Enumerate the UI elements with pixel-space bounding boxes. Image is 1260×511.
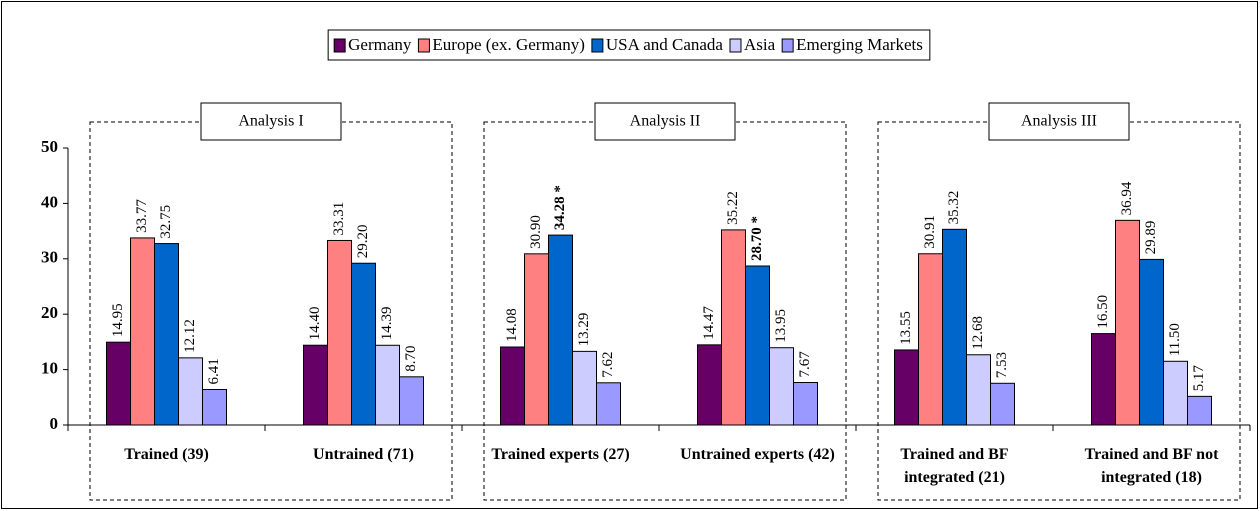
y-tick-label: 10 <box>41 359 58 378</box>
value-label: 28.70 * <box>749 216 765 261</box>
value-label: 14.95 <box>110 303 126 337</box>
value-label: 34.28 * <box>552 185 568 230</box>
legend-label: Germany <box>348 35 412 54</box>
legend-label: Emerging Markets <box>796 35 923 54</box>
bar <box>154 243 179 426</box>
value-label: 30.91 <box>922 215 938 249</box>
bar <box>596 382 621 426</box>
value-label: 36.94 <box>1119 181 1135 215</box>
value-label: 13.29 <box>576 313 592 347</box>
analysis-label: Analysis III <box>1021 113 1097 130</box>
y-tick-label: 50 <box>41 137 58 156</box>
bar <box>106 341 131 426</box>
bar <box>1115 219 1140 426</box>
value-label: 13.55 <box>898 311 914 345</box>
value-label: 29.89 <box>1143 221 1159 255</box>
x-tick-label: Trained and BF not integrated (18) <box>1084 446 1219 486</box>
value-label: 29.20 <box>355 224 371 258</box>
value-label: 33.77 <box>134 199 150 233</box>
value-label: 35.22 <box>725 191 741 225</box>
analysis-label: Analysis II <box>630 113 701 130</box>
bar <box>327 239 352 426</box>
value-label: 14.40 <box>307 306 323 340</box>
value-label: 30.90 <box>528 215 544 249</box>
bar <box>1187 395 1212 426</box>
analysis-label: Analysis I <box>238 113 303 130</box>
x-tick-label: Untrained experts (42) <box>680 446 835 463</box>
bar <box>721 229 746 426</box>
value-label: 12.68 <box>970 316 986 350</box>
analysis-label-box <box>594 102 736 141</box>
legend-label: Europe (ex. Germany) <box>432 35 584 54</box>
analysis-box <box>483 121 847 501</box>
value-label: 32.75 <box>158 205 174 239</box>
value-label: 35.32 <box>946 191 962 225</box>
y-tick-label: 20 <box>41 303 58 322</box>
bar <box>303 344 328 426</box>
legend-swatch <box>729 38 742 53</box>
legend-swatch <box>591 38 604 53</box>
bar <box>793 382 818 426</box>
value-label: 11.50 <box>1167 323 1183 356</box>
legend-swatch <box>781 38 794 53</box>
bar <box>769 347 794 426</box>
bar <box>351 262 376 426</box>
value-label: 33.31 <box>331 202 347 236</box>
bar <box>178 357 203 426</box>
bar <box>375 344 400 426</box>
value-label: 7.62 <box>600 352 616 378</box>
bar <box>697 344 722 426</box>
analysis-label-box <box>200 102 342 141</box>
value-label: 7.53 <box>994 352 1010 378</box>
y-tick-label: 40 <box>41 192 58 211</box>
bar <box>500 346 525 426</box>
bar <box>942 228 967 426</box>
bar <box>990 382 1015 426</box>
bar <box>130 237 155 426</box>
x-tick-label: Untrained (71) <box>313 446 414 463</box>
analysis-box <box>877 121 1241 501</box>
analysis-label-box <box>988 102 1130 141</box>
value-label: 14.39 <box>379 307 395 341</box>
value-label: 16.50 <box>1095 295 1111 329</box>
bar <box>894 349 919 426</box>
value-label: 14.08 <box>504 308 520 342</box>
analysis-box <box>89 121 453 501</box>
value-label: 12.12 <box>182 319 198 353</box>
legend-swatch <box>333 38 346 53</box>
legend-label: USA and Canada <box>606 35 724 54</box>
bar <box>918 253 943 426</box>
legend-label: Asia <box>744 35 776 54</box>
bar <box>548 234 573 426</box>
bar <box>1139 258 1164 426</box>
bar <box>745 265 770 426</box>
bar <box>202 388 227 426</box>
value-label: 13.95 <box>773 309 789 343</box>
bar <box>572 350 597 426</box>
bar <box>1091 333 1116 426</box>
value-label: 6.41 <box>206 358 222 384</box>
value-label: 7.67 <box>797 351 813 378</box>
y-tick-label: 30 <box>41 248 58 267</box>
x-tick-label: Trained (39) <box>124 446 209 463</box>
x-tick-label: Trained experts (27) <box>491 446 630 463</box>
bar <box>966 354 991 426</box>
value-label: 8.70 <box>403 346 419 372</box>
value-label: 14.47 <box>701 306 717 340</box>
x-tick-label: Trained and BF integrated (21) <box>900 446 1009 486</box>
bar <box>1163 360 1188 426</box>
value-label: 5.17 <box>1191 365 1207 392</box>
bar <box>524 253 549 426</box>
y-tick-label: 0 <box>50 414 59 433</box>
bar <box>399 376 424 426</box>
legend-swatch <box>417 38 430 53</box>
